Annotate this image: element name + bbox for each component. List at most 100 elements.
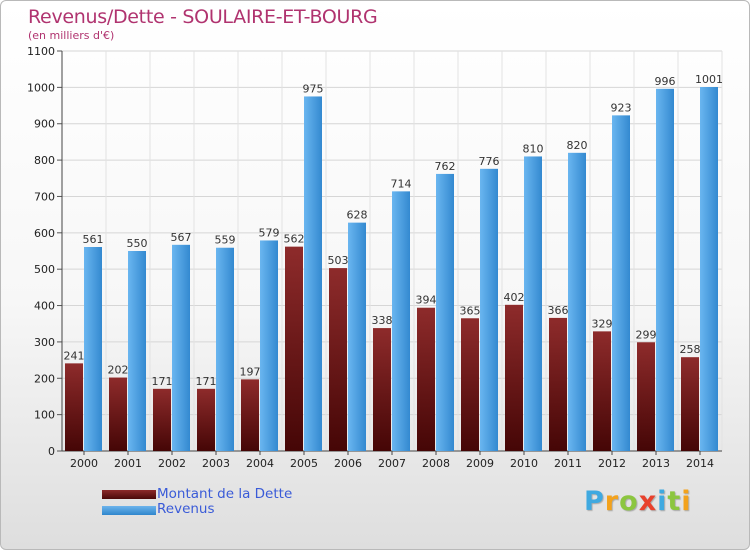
bar-dette (197, 388, 215, 451)
legend-swatch-dette (102, 490, 156, 499)
data-label-dette: 365 (460, 304, 481, 317)
data-label-dette: 171 (196, 375, 217, 388)
bar-dette (505, 304, 523, 451)
x-tick-label: 2010 (510, 457, 538, 470)
bar-dette (65, 363, 83, 451)
x-tick-label: 2013 (642, 457, 670, 470)
data-label-revenus: 628 (347, 209, 368, 222)
data-label-revenus: 776 (479, 155, 500, 168)
chart-subtitle: (en milliers d'€) (28, 29, 115, 42)
data-label-dette: 258 (680, 343, 701, 356)
y-tick-label: 800 (34, 154, 55, 167)
data-label-dette: 402 (504, 291, 525, 304)
x-tick-label: 2007 (378, 457, 406, 470)
data-label-revenus: 923 (611, 101, 632, 114)
x-tick-label: 2006 (334, 457, 362, 470)
y-tick-label: 1000 (27, 81, 55, 94)
bar-revenus (568, 152, 586, 451)
data-label-dette: 299 (636, 328, 657, 341)
logo-letter: i (681, 486, 692, 517)
y-tick-label: 500 (34, 263, 55, 276)
bar-revenus (84, 247, 102, 451)
x-tick-label: 2004 (246, 457, 274, 470)
bar-revenus (700, 87, 718, 451)
x-tick-label: 2002 (158, 457, 186, 470)
bar-dette (417, 307, 435, 451)
bar-dette (593, 331, 611, 451)
bar-dette (681, 357, 699, 451)
x-tick-label: 2001 (114, 457, 142, 470)
data-label-dette: 562 (284, 233, 305, 246)
legend-label-revenus: Revenus (157, 501, 215, 517)
x-tick-label: 2014 (686, 457, 714, 470)
bar-dette (285, 246, 303, 451)
data-label-dette: 338 (372, 314, 393, 327)
bar-revenus (348, 222, 366, 451)
logo-letter: r (604, 486, 620, 517)
logo-letter: i (657, 486, 668, 517)
bar-dette (109, 377, 127, 451)
legend-swatch-revenus (102, 506, 156, 515)
bar-dette (373, 328, 391, 451)
bar-dette (461, 318, 479, 451)
y-tick-label: 600 (34, 227, 55, 240)
data-label-revenus: 996 (655, 75, 676, 88)
bar-dette (637, 342, 655, 451)
y-tick-label: 900 (34, 118, 55, 131)
data-label-revenus: 810 (523, 142, 544, 155)
y-tick-label: 0 (48, 445, 55, 458)
data-label-dette: 241 (64, 349, 85, 362)
bar-revenus (612, 115, 630, 451)
data-label-dette: 329 (592, 317, 613, 330)
bar-revenus (260, 240, 278, 451)
data-label-dette: 394 (416, 294, 437, 307)
data-label-revenus: 579 (259, 226, 280, 239)
bar-revenus (304, 96, 322, 452)
bar-revenus (392, 191, 410, 451)
data-label-revenus: 1001 (695, 73, 723, 86)
data-label-revenus: 559 (215, 234, 236, 247)
bar-dette (549, 317, 567, 451)
bar-revenus (436, 173, 454, 451)
data-label-dette: 503 (328, 254, 349, 267)
data-label-dette: 171 (152, 375, 173, 388)
data-label-dette: 197 (240, 365, 261, 378)
x-tick-label: 2000 (70, 457, 98, 470)
value-labels: 241 561 202 550 171 567 171 559 197 579 562 975 503 6… (64, 73, 724, 388)
axes: 0 100 200 300 400 500 600 700 800 900 1000 1100 2000… (27, 45, 722, 470)
y-tick-label: 300 (34, 336, 55, 349)
data-label-revenus: 550 (127, 237, 148, 250)
x-tick-label: 2003 (202, 457, 230, 470)
x-tick-label: 2008 (422, 457, 450, 470)
y-tick-label: 100 (34, 409, 55, 422)
bar-dette (241, 379, 259, 451)
logo-letter: t (667, 486, 682, 517)
x-tick-label: 2009 (466, 457, 494, 470)
x-tick-label: 2011 (554, 457, 582, 470)
bar-revenus (128, 251, 146, 451)
y-tick-label: 400 (34, 300, 55, 313)
bar-revenus (656, 88, 674, 452)
data-label-revenus: 762 (435, 160, 456, 173)
y-tick-label: 1100 (27, 45, 55, 58)
data-label-revenus: 561 (83, 233, 104, 246)
y-tick-label: 200 (34, 372, 55, 385)
bar-revenus (172, 244, 190, 451)
data-label-dette: 366 (548, 304, 569, 317)
bar-dette (153, 388, 171, 451)
bar-revenus (480, 168, 498, 451)
y-tick-label: 700 (34, 190, 55, 203)
data-label-revenus: 567 (171, 231, 192, 244)
data-label-revenus: 714 (391, 177, 412, 190)
logo-letter: P (584, 486, 605, 517)
data-label-dette: 202 (108, 364, 129, 377)
data-label-revenus: 820 (567, 139, 588, 152)
bar-revenus (524, 156, 542, 452)
proxiti-logo: Proxiti (584, 486, 692, 517)
bar-dette (329, 268, 347, 451)
data-label-revenus: 975 (303, 82, 324, 95)
legend-label-dette: Montant de la Dette (157, 486, 293, 502)
logo-letter: o (619, 486, 639, 517)
